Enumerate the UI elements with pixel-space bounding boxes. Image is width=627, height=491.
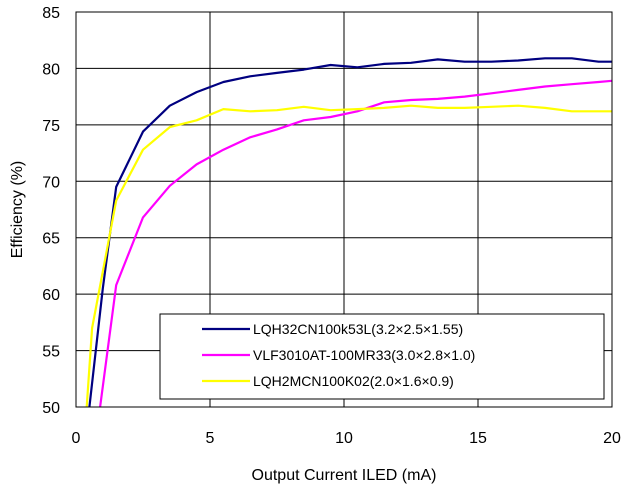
x-tick-label: 20: [603, 430, 621, 447]
y-tick-label: 50: [42, 400, 60, 417]
series-layer: [85, 57, 612, 407]
legend-label-2: VLF3010AT-100MR33(3.0×2.8×1.0): [253, 347, 475, 363]
series-line-1: [88, 57, 612, 407]
y-tick-label: 85: [42, 5, 60, 22]
plot-area-frame: [75, 11, 613, 408]
legend-label-1: LQH32CN100k53L(3.2×2.5×1.55): [253, 321, 463, 337]
y-tick-label: 60: [42, 287, 60, 304]
x-tick-label: 0: [72, 430, 81, 447]
y-tick-label: 65: [42, 231, 60, 248]
legend-label-3: LQH2MCN100K02(2.0×1.6×0.9): [253, 373, 454, 389]
y-axis-label: Efficiency (%): [9, 161, 26, 259]
series-line-2: [99, 79, 612, 407]
x-tick-label: 15: [469, 430, 487, 447]
y-tick-label: 70: [42, 174, 60, 191]
legend: LQH32CN100k53L(3.2×2.5×1.55) VLF3010AT-10…: [159, 313, 605, 400]
y-tick-label: 80: [42, 61, 60, 78]
x-tick-label: 10: [335, 430, 353, 447]
y-tick-label: 75: [42, 118, 60, 135]
x-tick-label: 5: [206, 430, 215, 447]
x-axis-label: Output Current ILED (mA): [252, 467, 437, 484]
tick-labels: 0 5 10 15 20 50 55 60 65 70 75 80 85: [42, 5, 621, 447]
series-line-3: [85, 104, 612, 407]
y-tick-label: 55: [42, 344, 60, 361]
